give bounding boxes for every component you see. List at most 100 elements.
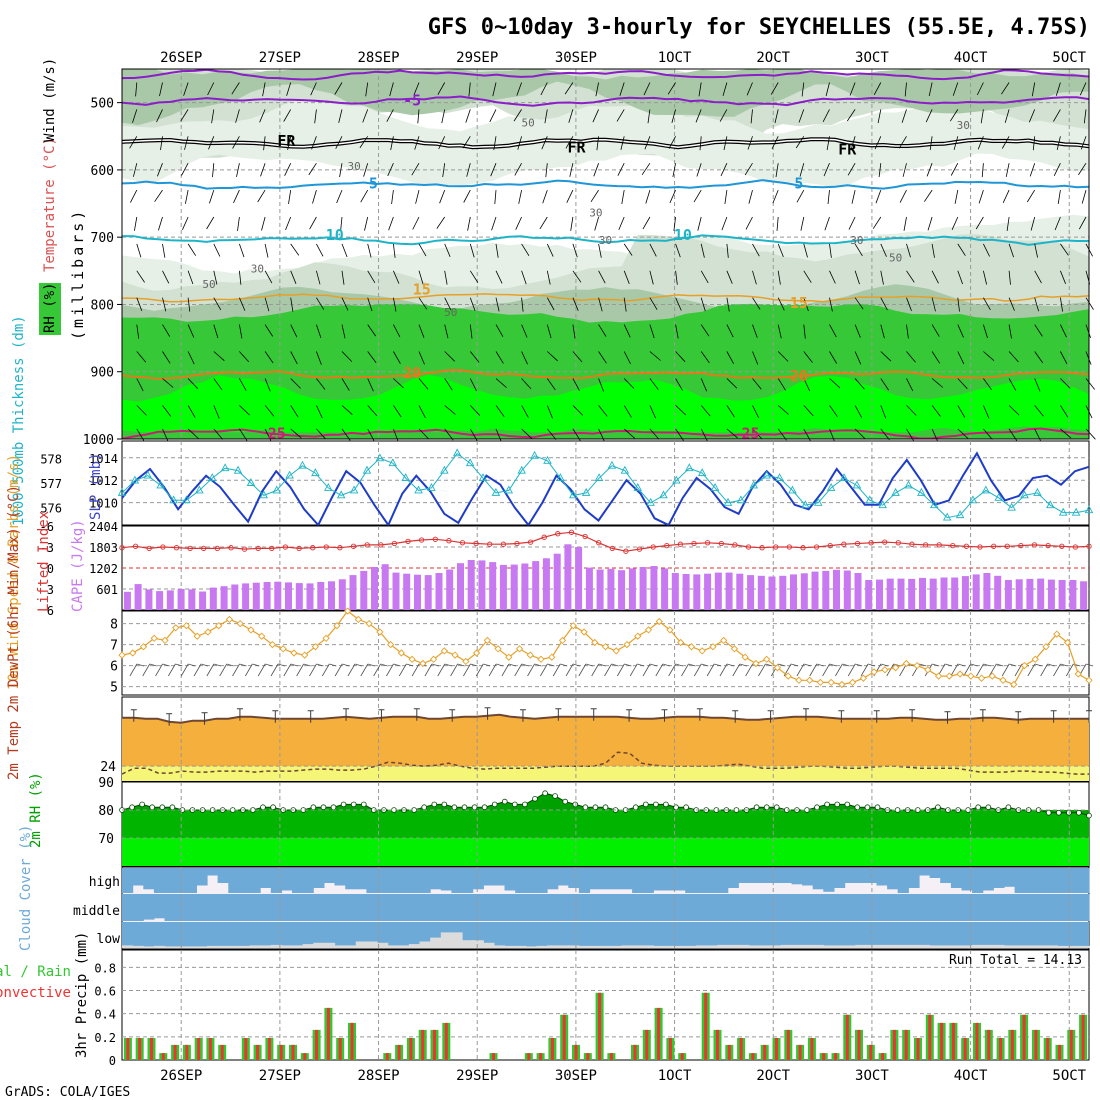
wind10m-marker bbox=[429, 655, 438, 663]
thickness-marker bbox=[143, 470, 153, 479]
cloud-middle-bar bbox=[706, 894, 718, 921]
wind-barb bbox=[341, 324, 346, 339]
wind10m-marker bbox=[118, 651, 126, 659]
precip-conv-bar bbox=[385, 1053, 389, 1060]
wind-barb bbox=[675, 243, 681, 258]
wind10m-barb-flag bbox=[932, 663, 940, 667]
wind-barb bbox=[340, 216, 343, 231]
cape-bar bbox=[564, 544, 572, 610]
cloud-high-bar bbox=[207, 868, 219, 876]
contour-label: 30 bbox=[251, 262, 264, 275]
lifted-index-marker bbox=[813, 544, 820, 550]
wind10m-barb bbox=[604, 663, 612, 677]
thickness-marker bbox=[543, 455, 552, 464]
wind10m-barb-flag bbox=[457, 663, 465, 667]
wind10m-marker bbox=[537, 655, 545, 663]
thickness-marker bbox=[195, 485, 204, 494]
wind-barb bbox=[418, 297, 428, 310]
cloud-low-bar bbox=[536, 945, 548, 948]
wind-barb bbox=[700, 351, 710, 364]
cloud-middle-bar bbox=[345, 894, 357, 921]
lifted-index-marker bbox=[1059, 543, 1065, 549]
wind-barb bbox=[623, 405, 632, 418]
cloud-high-bar bbox=[515, 868, 527, 893]
wind10m-barb bbox=[809, 663, 818, 677]
wind-barb bbox=[1008, 270, 1011, 285]
wind-barb bbox=[393, 324, 401, 338]
wind-barb bbox=[829, 405, 838, 418]
cloud-low-bar bbox=[717, 944, 729, 948]
cloud-middle-bar bbox=[738, 894, 750, 921]
wind-barb bbox=[489, 109, 497, 123]
isotherm-minus10 bbox=[121, 68, 1090, 81]
wind10m-marker bbox=[741, 653, 749, 661]
wind-barb bbox=[290, 324, 298, 338]
wind-barb bbox=[387, 163, 394, 177]
thickness-tick-label: 576 bbox=[40, 502, 62, 516]
wind-barb bbox=[572, 351, 583, 363]
cloud-high-bar bbox=[366, 868, 378, 893]
li-tick-label: -6 bbox=[40, 520, 54, 534]
cloud-middle-bar bbox=[270, 894, 282, 921]
thickness-marker bbox=[1020, 490, 1029, 499]
wind-barb bbox=[649, 428, 660, 440]
slp-tick-label: 1012 bbox=[89, 474, 118, 488]
wind-barb bbox=[572, 405, 584, 416]
wind10m-barb bbox=[180, 663, 189, 677]
cape-bar bbox=[1080, 581, 1088, 610]
wind10m-barb bbox=[886, 663, 895, 677]
cloud-middle-bar bbox=[238, 894, 251, 921]
contour-label: 30 bbox=[957, 119, 970, 132]
thickness-marker bbox=[697, 468, 707, 477]
cloud-middle-bar bbox=[834, 894, 846, 921]
rh2m-marker bbox=[985, 804, 992, 810]
wind-barb bbox=[975, 216, 984, 230]
wind-barb bbox=[700, 243, 705, 258]
cape-bar bbox=[295, 583, 303, 610]
wind10m-barb bbox=[835, 663, 843, 677]
cape-bar bbox=[897, 578, 905, 610]
wind10m-barb bbox=[283, 663, 292, 677]
temp-fill bbox=[122, 714, 1089, 781]
wind-barb bbox=[980, 109, 984, 124]
precip-conv-bar bbox=[727, 1044, 731, 1060]
wind-barb bbox=[187, 324, 195, 338]
precip-conv-bar bbox=[150, 1038, 153, 1060]
wind-barb bbox=[162, 270, 170, 284]
wind-barb bbox=[620, 136, 625, 150]
wind10m-barb-flag bbox=[944, 663, 953, 667]
wind-barb bbox=[598, 297, 603, 312]
wind-barb bbox=[1081, 189, 1087, 204]
wind-barb bbox=[1079, 82, 1087, 96]
cloud-low-bar bbox=[993, 944, 1005, 948]
isotherm-25 bbox=[121, 427, 1090, 440]
cape-bar bbox=[854, 573, 862, 610]
isotherms bbox=[121, 68, 1090, 440]
wind-barb bbox=[748, 189, 753, 204]
wind-barb bbox=[490, 163, 497, 177]
wind-barb bbox=[906, 243, 911, 258]
wind-barb bbox=[389, 82, 394, 97]
wind10m-barb-flag bbox=[880, 663, 889, 667]
cloud-low-bar bbox=[132, 945, 144, 948]
wind-barb bbox=[1055, 82, 1061, 96]
cloud-high-bar bbox=[196, 868, 208, 886]
wind10m-barb bbox=[1040, 663, 1048, 677]
cape-bar bbox=[371, 567, 378, 610]
wind-barb bbox=[722, 82, 728, 97]
cloud-low-bar bbox=[217, 945, 229, 948]
cloud-middle-bar bbox=[1067, 894, 1079, 921]
wind-barb bbox=[187, 297, 191, 312]
rh-band-saturated bbox=[122, 374, 1089, 438]
rh2m-marker bbox=[844, 801, 851, 808]
wind-barb bbox=[187, 351, 195, 365]
rh2m-tick-label: 90 bbox=[98, 776, 114, 791]
top-date-label: 28SEP bbox=[357, 50, 399, 66]
bottom-date-label: 27SEP bbox=[259, 1068, 301, 1084]
wind-barb bbox=[875, 189, 882, 204]
cloud-high-bar bbox=[855, 868, 867, 883]
wind-barb bbox=[566, 189, 574, 203]
cape-bar bbox=[467, 560, 475, 610]
